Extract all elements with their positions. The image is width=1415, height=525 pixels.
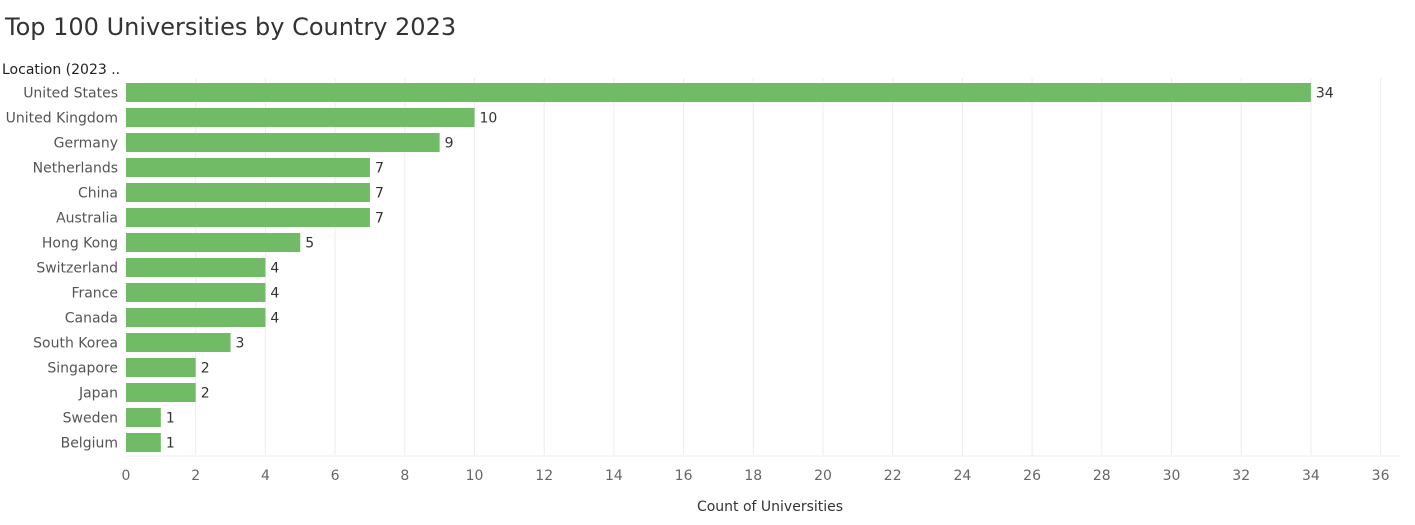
x-tick-label: 36 xyxy=(1372,468,1390,484)
bar[interactable] xyxy=(126,83,1311,102)
value-label: 4 xyxy=(270,286,279,302)
category-label: Belgium xyxy=(61,436,118,452)
x-tick-label: 4 xyxy=(261,468,270,484)
value-label: 7 xyxy=(375,211,384,227)
bar[interactable] xyxy=(126,358,196,377)
category-label: Sweden xyxy=(63,411,118,427)
x-tick-label: 0 xyxy=(122,468,131,484)
category-label: China xyxy=(78,186,118,202)
row-field-header: Location (2023 .. xyxy=(2,62,120,78)
x-tick-label: 10 xyxy=(466,468,484,484)
category-label: United Kingdom xyxy=(6,111,118,127)
value-label: 7 xyxy=(375,161,384,177)
bar[interactable] xyxy=(126,158,370,177)
bar[interactable] xyxy=(126,208,370,227)
x-tick-label: 6 xyxy=(331,468,340,484)
x-tick-label: 20 xyxy=(814,468,832,484)
x-tick-label: 12 xyxy=(535,468,553,484)
bar[interactable] xyxy=(126,433,161,452)
bar[interactable] xyxy=(126,308,266,327)
x-tick-label: 28 xyxy=(1093,468,1111,484)
category-label: United States xyxy=(23,86,118,102)
bar[interactable] xyxy=(126,333,231,352)
x-tick-label: 24 xyxy=(953,468,971,484)
x-tick-label: 14 xyxy=(605,468,623,484)
x-tick-label: 32 xyxy=(1232,468,1250,484)
x-tick-label: 34 xyxy=(1302,468,1320,484)
value-label: 34 xyxy=(1316,86,1334,102)
category-label: Singapore xyxy=(47,361,118,377)
x-tick-label: 22 xyxy=(884,468,902,484)
x-axis-label: Count of Universities xyxy=(697,499,843,515)
x-axis-ticks: 0 2 4 6 8 10 12 14 16 18 20 22 24 26 28 30 32 34 36 xyxy=(122,468,1390,484)
category-label: Netherlands xyxy=(33,161,118,177)
value-label: 7 xyxy=(375,186,384,202)
value-label: 1 xyxy=(166,436,175,452)
bar[interactable] xyxy=(126,183,370,202)
x-tick-label: 26 xyxy=(1023,468,1041,484)
category-label: Canada xyxy=(65,311,118,327)
category-label: Hong Kong xyxy=(42,236,118,252)
bars xyxy=(126,83,1311,452)
gridlines xyxy=(126,78,1400,457)
bar[interactable] xyxy=(126,283,266,302)
x-tick-label: 16 xyxy=(675,468,693,484)
value-label: 1 xyxy=(166,411,175,427)
value-label: 2 xyxy=(201,386,210,402)
value-label: 3 xyxy=(236,336,245,352)
category-label: France xyxy=(71,286,118,302)
category-label: Japan xyxy=(78,386,118,402)
category-label: South Korea xyxy=(33,336,118,352)
value-label: 4 xyxy=(270,311,279,327)
value-labels: 34 10 9 7 7 7 5 4 4 4 3 2 2 1 1 xyxy=(166,86,1334,452)
value-label: 9 xyxy=(445,136,454,152)
x-tick-label: 2 xyxy=(191,468,200,484)
x-tick-label: 30 xyxy=(1163,468,1181,484)
chart-title: Top 100 Universities by Country 2023 xyxy=(4,13,456,41)
bar[interactable] xyxy=(126,383,196,402)
category-label: Switzerland xyxy=(36,261,118,277)
category-label: Germany xyxy=(54,136,118,152)
value-label: 4 xyxy=(270,261,279,277)
bar[interactable] xyxy=(126,108,475,127)
category-labels: United States United Kingdom Germany Nether… xyxy=(6,86,118,452)
category-label: Australia xyxy=(56,211,118,227)
x-tick-label: 18 xyxy=(744,468,762,484)
x-tick-label: 8 xyxy=(400,468,409,484)
bar[interactable] xyxy=(126,133,440,152)
value-label: 2 xyxy=(201,361,210,377)
bar[interactable] xyxy=(126,408,161,427)
bar[interactable] xyxy=(126,233,301,252)
value-label: 10 xyxy=(480,111,498,127)
bar[interactable] xyxy=(126,258,266,277)
value-label: 5 xyxy=(305,236,314,252)
